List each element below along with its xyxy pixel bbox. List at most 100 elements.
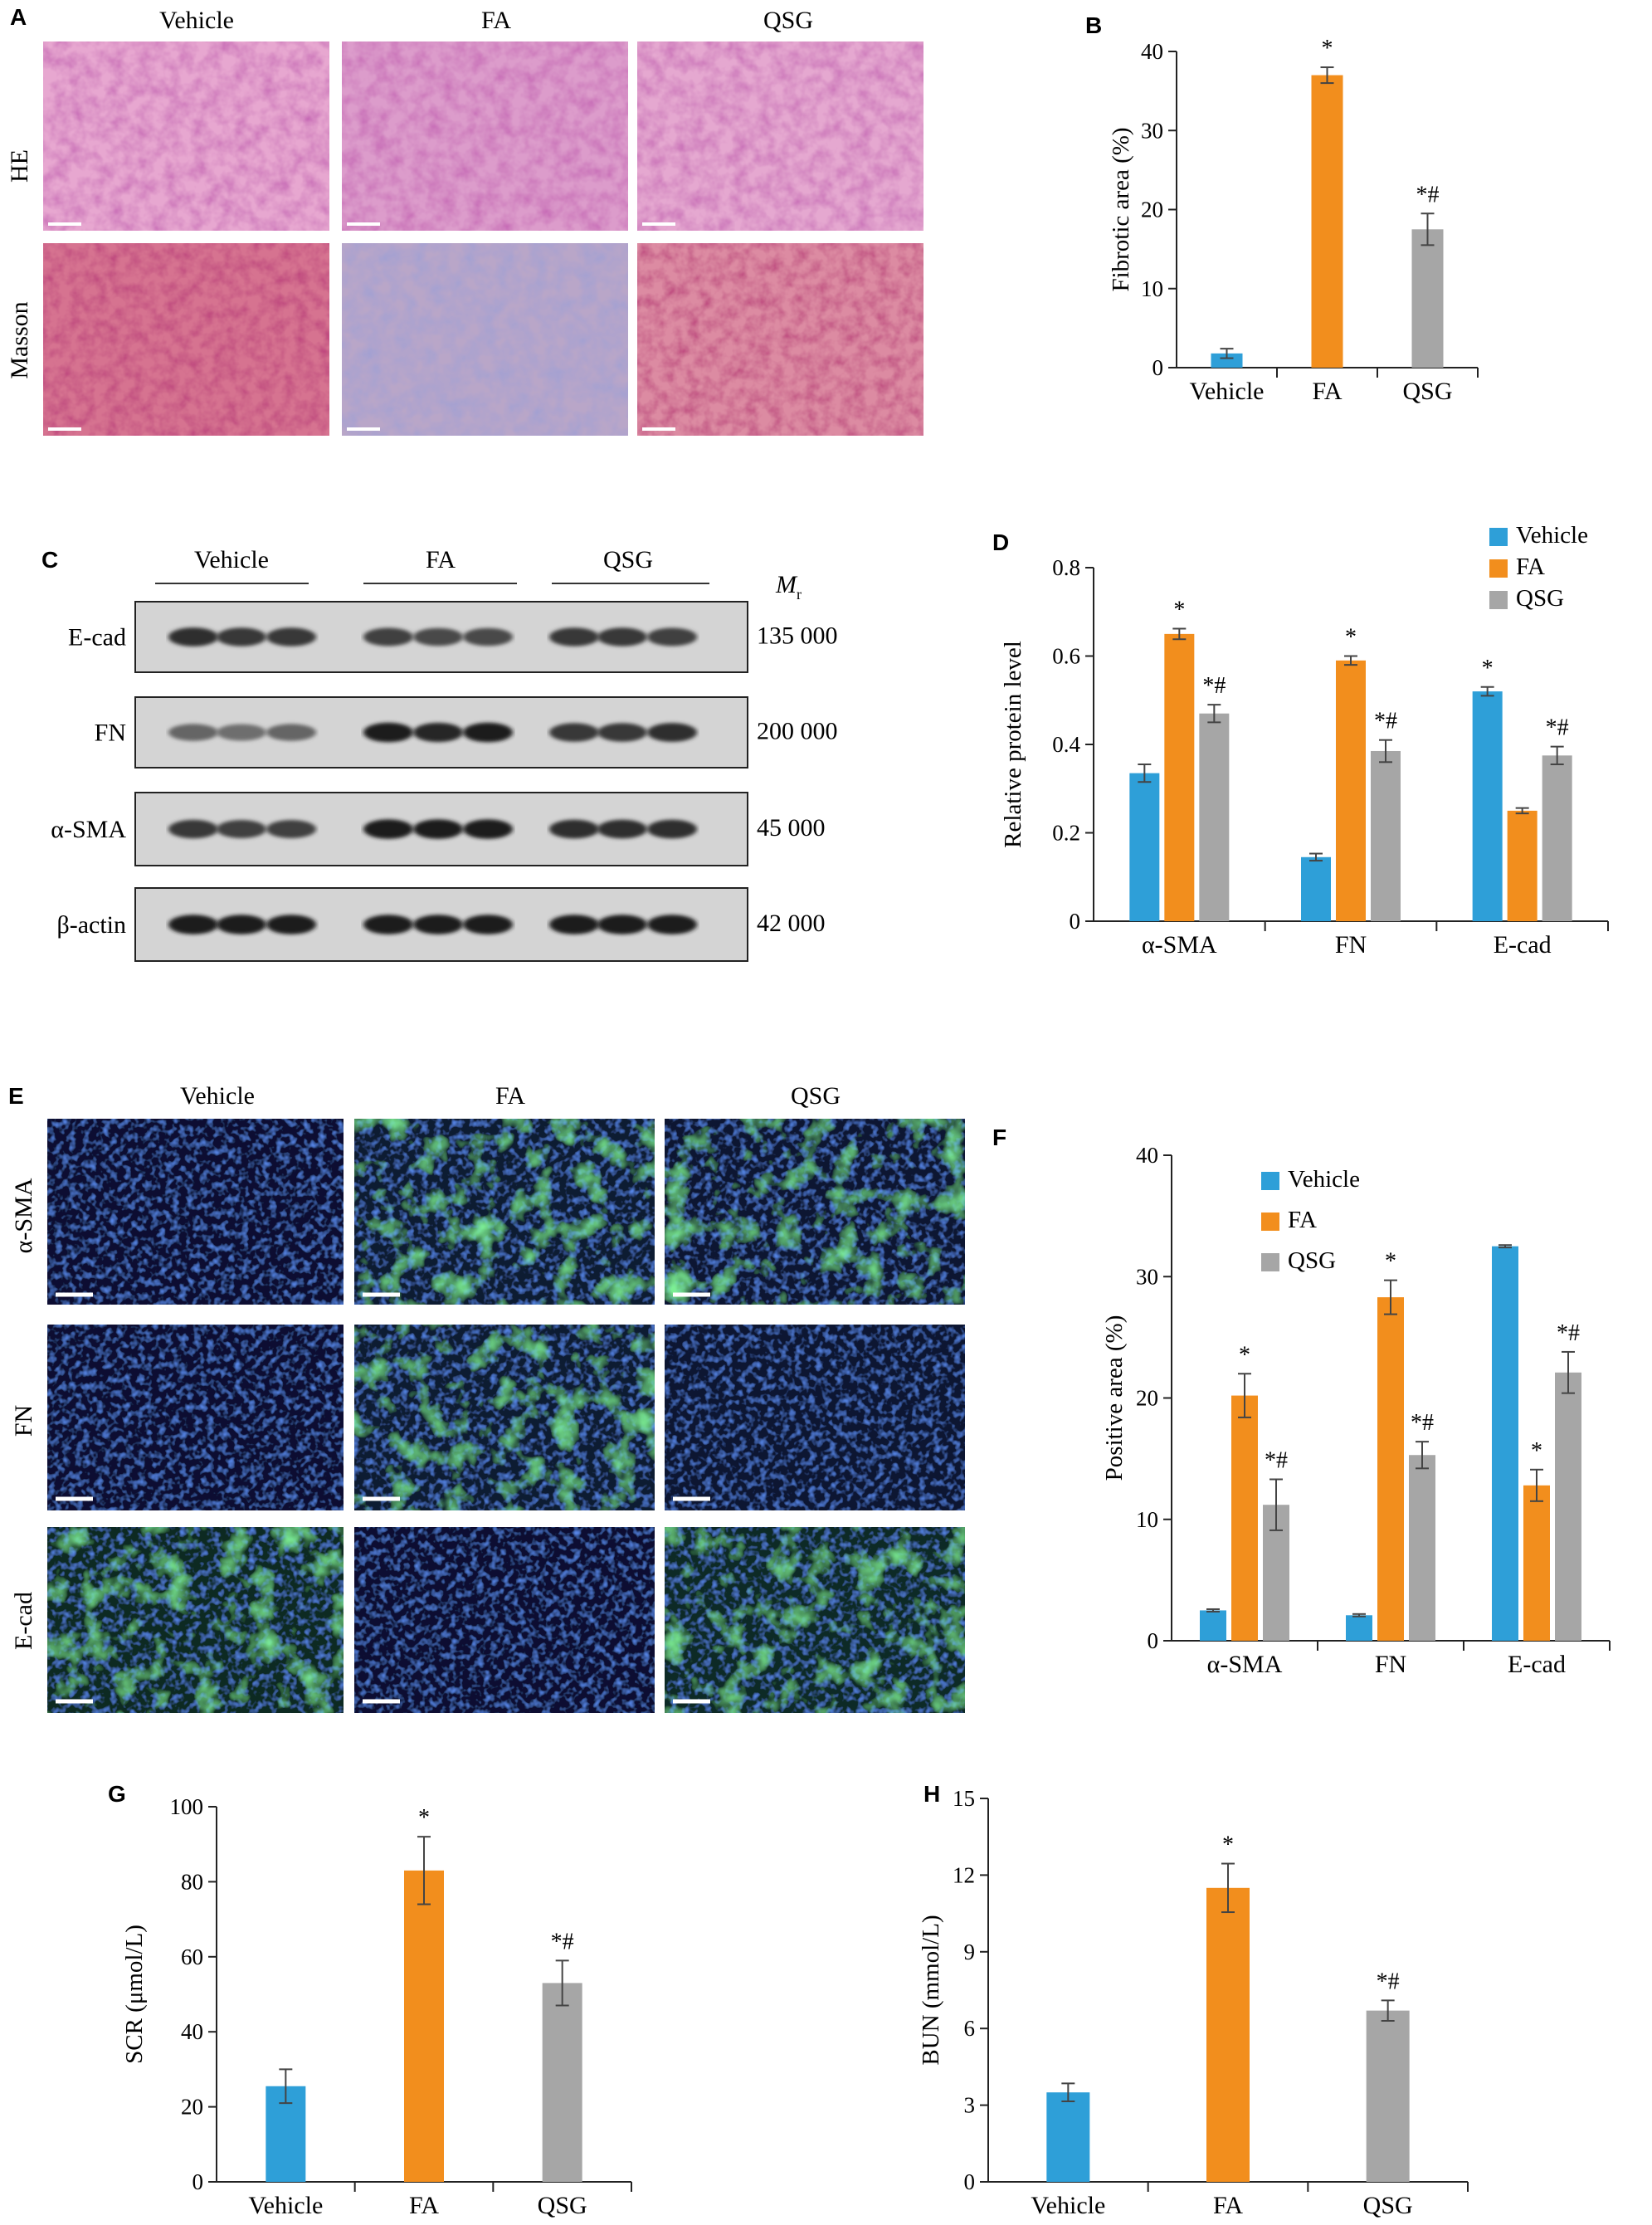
x-tick-label: Vehicle	[1190, 378, 1265, 405]
y-tick-label: 20	[1141, 198, 1163, 222]
y-tick-label: 40	[1141, 39, 1163, 64]
bar	[1200, 1610, 1226, 1641]
x-tick-label: E-cad	[1508, 1651, 1566, 1678]
blot-band	[266, 724, 316, 741]
significance-label: *#	[1374, 709, 1397, 734]
legend-swatch	[1489, 559, 1508, 578]
bar	[1542, 755, 1572, 921]
panel-e-letter: E	[8, 1083, 24, 1109]
bar	[1311, 75, 1343, 368]
blot-band	[168, 724, 218, 741]
if-asma-vehicle-image	[47, 1119, 344, 1305]
panel-a-row-he: HE	[6, 149, 33, 183]
blot-band	[217, 820, 266, 838]
y-tick-label: 0	[1153, 355, 1164, 380]
bar	[1371, 750, 1401, 921]
panel-e-column-labels: Vehicle FA QSG	[180, 1082, 841, 1110]
significance-label: *	[1322, 36, 1333, 61]
chart-positive-area: 0 10 20 30 40 Positive area (%) α-SMA FN E-cad * *…	[1101, 1143, 1611, 1678]
y-tick-label: 9	[964, 1940, 976, 1964]
chart-bun: 0 3 6 9 12 15 BUN (mmol/L) Vehicle FA QSG * *#	[918, 1786, 1469, 2219]
y-tick-label: 12	[953, 1862, 975, 1887]
blot-band	[363, 915, 413, 934]
blot-label: FN	[95, 720, 126, 747]
y-axis-title: Relative protein level	[1000, 641, 1026, 848]
bar	[542, 1983, 582, 2182]
blot-label: α-SMA	[51, 816, 126, 843]
legend-swatch	[1489, 591, 1508, 609]
panel-g-letter: G	[108, 1781, 126, 1807]
blot-band	[647, 819, 697, 839]
significance-label: *	[1239, 1342, 1250, 1368]
blot-label: E-cad	[68, 624, 126, 651]
y-tick-label: 0	[1070, 909, 1081, 934]
blot-group-vehicle: Vehicle	[194, 546, 269, 573]
bar	[1411, 229, 1444, 368]
chart-fibrotic-area: 0 10 20 30 40 Fibrotic area (%) Vehicle FA QSG * *…	[1108, 36, 1479, 405]
panel-a-col-fa: FA	[481, 7, 511, 34]
panel-e-row-fn: FN	[10, 1405, 37, 1437]
significance-label: *	[418, 1805, 430, 1831]
x-tick-label: QSG	[538, 2192, 587, 2219]
significance-label: *#	[1411, 1410, 1434, 1436]
bar	[1046, 2092, 1090, 2182]
panel-d-letter: D	[992, 529, 1009, 555]
legend-label: FA	[1288, 1207, 1317, 1233]
y-tick-label: 0	[1148, 1628, 1159, 1653]
blot-band	[647, 627, 697, 647]
panel-a-column-labels: Vehicle FA QSG	[159, 7, 813, 34]
blot-band	[413, 627, 463, 647]
scale-bars	[48, 222, 675, 431]
bar	[1164, 633, 1195, 921]
x-tick-label: FA	[1312, 378, 1342, 405]
blot-band	[168, 819, 218, 839]
y-axis-title: BUN (mmol/L)	[918, 1915, 944, 2065]
bar	[1366, 2010, 1410, 2182]
blot-band	[413, 722, 463, 743]
blot-band	[549, 723, 599, 742]
blot-band	[363, 722, 413, 743]
y-tick-label: 80	[181, 1869, 203, 1894]
blot-band	[217, 627, 266, 647]
x-tick-label: QSG	[1402, 378, 1452, 405]
panel-a-col-qsg: QSG	[763, 7, 813, 34]
legend-label: QSG	[1288, 1247, 1336, 1274]
legend-swatch	[1261, 1253, 1279, 1271]
panel-c-group-headers: Vehicle FA QSG	[155, 546, 709, 584]
panel-e-col-qsg: QSG	[791, 1082, 841, 1110]
y-tick-label: 40	[181, 2019, 203, 2044]
bar	[1409, 1455, 1435, 1641]
blot-band	[217, 915, 266, 934]
blot-band	[597, 723, 647, 742]
bar	[1472, 691, 1503, 921]
panel-e-row-asma: α-SMA	[10, 1178, 37, 1253]
legend-label: QSG	[1516, 585, 1564, 612]
y-tick-label: 0.6	[1052, 644, 1080, 669]
y-tick-label: 0.2	[1052, 821, 1080, 846]
y-tick-label: 0	[964, 2169, 976, 2194]
x-tick-label: FN	[1335, 931, 1367, 959]
panel-c-letter: C	[41, 547, 58, 573]
bar	[404, 1870, 444, 2182]
blot-band	[266, 915, 316, 934]
blot-band	[168, 627, 218, 647]
if-fn-fa-image	[354, 1325, 655, 1510]
significance-label: *	[1222, 1832, 1234, 1858]
if-asma-fa-image	[354, 1119, 655, 1305]
y-tick-label: 10	[1136, 1507, 1158, 1532]
blot-group-qsg: QSG	[603, 546, 653, 573]
y-tick-label: 15	[953, 1786, 975, 1811]
blot-band	[463, 819, 513, 839]
blot-band	[266, 627, 316, 647]
y-tick-label: 0.4	[1052, 732, 1080, 757]
blot-band	[413, 915, 463, 934]
significance-label: *#	[1416, 182, 1440, 207]
panel-a-images	[43, 41, 923, 436]
bar	[1507, 810, 1537, 921]
if-asma-qsg-image	[665, 1119, 965, 1305]
x-tick-label: FN	[1375, 1651, 1406, 1678]
bar	[1336, 660, 1366, 921]
if-ecad-fa-image	[354, 1527, 655, 1713]
y-axis-title: Positive area (%)	[1101, 1315, 1128, 1481]
x-tick-label: E-cad	[1494, 931, 1552, 959]
